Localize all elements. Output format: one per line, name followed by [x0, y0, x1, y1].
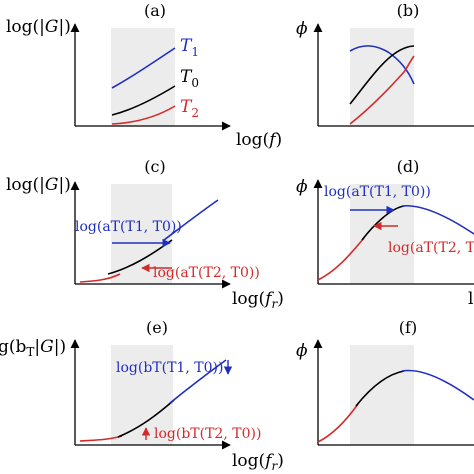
- panel-a-x-label: log(f): [236, 130, 282, 150]
- panel-b-shaded-window: [350, 28, 414, 126]
- panel-d-shift-label-red: log(aT(T2, T: [388, 240, 474, 256]
- panel-a-label-t1: T1: [180, 36, 199, 59]
- panel-d-tag: (d): [397, 157, 420, 176]
- panel-d-curve-t0: [361, 205, 405, 241]
- panel-a-shaded-window: [111, 28, 175, 126]
- panel-f-curve-t2: [317, 403, 359, 443]
- panel-f-curve-t0: [355, 370, 405, 407]
- panel-b-tag: (b): [397, 1, 420, 20]
- panel-e-x-label: log(fr): [232, 451, 284, 473]
- panel-c-curve-t2: [79, 273, 121, 283]
- panel-d-edge-glyph: l: [468, 289, 473, 309]
- panel-a-label-t2: T2: [180, 97, 199, 120]
- panel-f-curve-t1: [401, 369, 474, 401]
- panel-e-y-label: g(bT|G|): [0, 337, 66, 359]
- panel-b-curve-t1: [349, 45, 415, 85]
- panel-b: (b) ϕ: [296, 1, 474, 127]
- panel-a-tag: (a): [144, 1, 166, 20]
- panel-e-curve-t1: [169, 359, 227, 404]
- panel-a: (a) log(|G|) log(f) T1 T0 T2: [6, 1, 282, 150]
- panel-b-y-label: ϕ: [296, 19, 308, 39]
- panel-d-curve-t2: [317, 237, 365, 281]
- panel-c-y-label: log(|G|): [6, 175, 71, 195]
- panel-d-shaded-window: [350, 184, 414, 284]
- panel-d-curve-t1: [401, 204, 474, 235]
- panel-a-curve-t1: [111, 47, 176, 89]
- panel-a-label-t0: T0: [180, 67, 199, 90]
- panel-e-curve-t0: [117, 399, 175, 438]
- panel-c-shift-label-red: log(aT(T2, T0)): [153, 265, 260, 281]
- panel-c-shift-label-blue: log(aT(T1, T0)): [75, 219, 182, 235]
- panel-f-y-label: ϕ: [296, 341, 308, 361]
- panel-f: (f) ϕ: [296, 318, 474, 446]
- panel-f-shaded-window: [350, 345, 414, 445]
- panel-c: (c) log(|G|) log(fr) log(aT(T1, T0)) log…: [6, 157, 284, 311]
- panel-e-shift-label-blue: log(bT(T1, T0)): [116, 360, 223, 376]
- panel-c-curve-t1: [163, 199, 219, 241]
- panel-e: (e) g(bT|G|) log(fr) log(bT(T1, T0)) log…: [0, 318, 284, 473]
- panel-d: (d) ϕ log(aT(T1, T0)) log(aT(T2, T l: [296, 157, 474, 309]
- panel-a-curve-t0: [111, 85, 176, 116]
- panel-a-y-label: log(|G|): [6, 17, 71, 37]
- panel-c-x-label: log(fr): [232, 289, 284, 311]
- panel-e-tag: (e): [146, 318, 168, 337]
- panel-a-curve-t2: [111, 105, 176, 125]
- panel-c-tag: (c): [144, 157, 165, 176]
- panel-b-curve-t2: [349, 55, 415, 125]
- panel-d-shift-label-blue: log(aT(T1, T0)): [324, 184, 431, 200]
- panel-d-y-label: ϕ: [296, 177, 308, 197]
- panel-b-curve-t0: [349, 45, 415, 105]
- panel-f-tag: (f): [399, 318, 417, 337]
- panel-e-shift-label-red: log(bT(T2, T0)): [154, 426, 261, 442]
